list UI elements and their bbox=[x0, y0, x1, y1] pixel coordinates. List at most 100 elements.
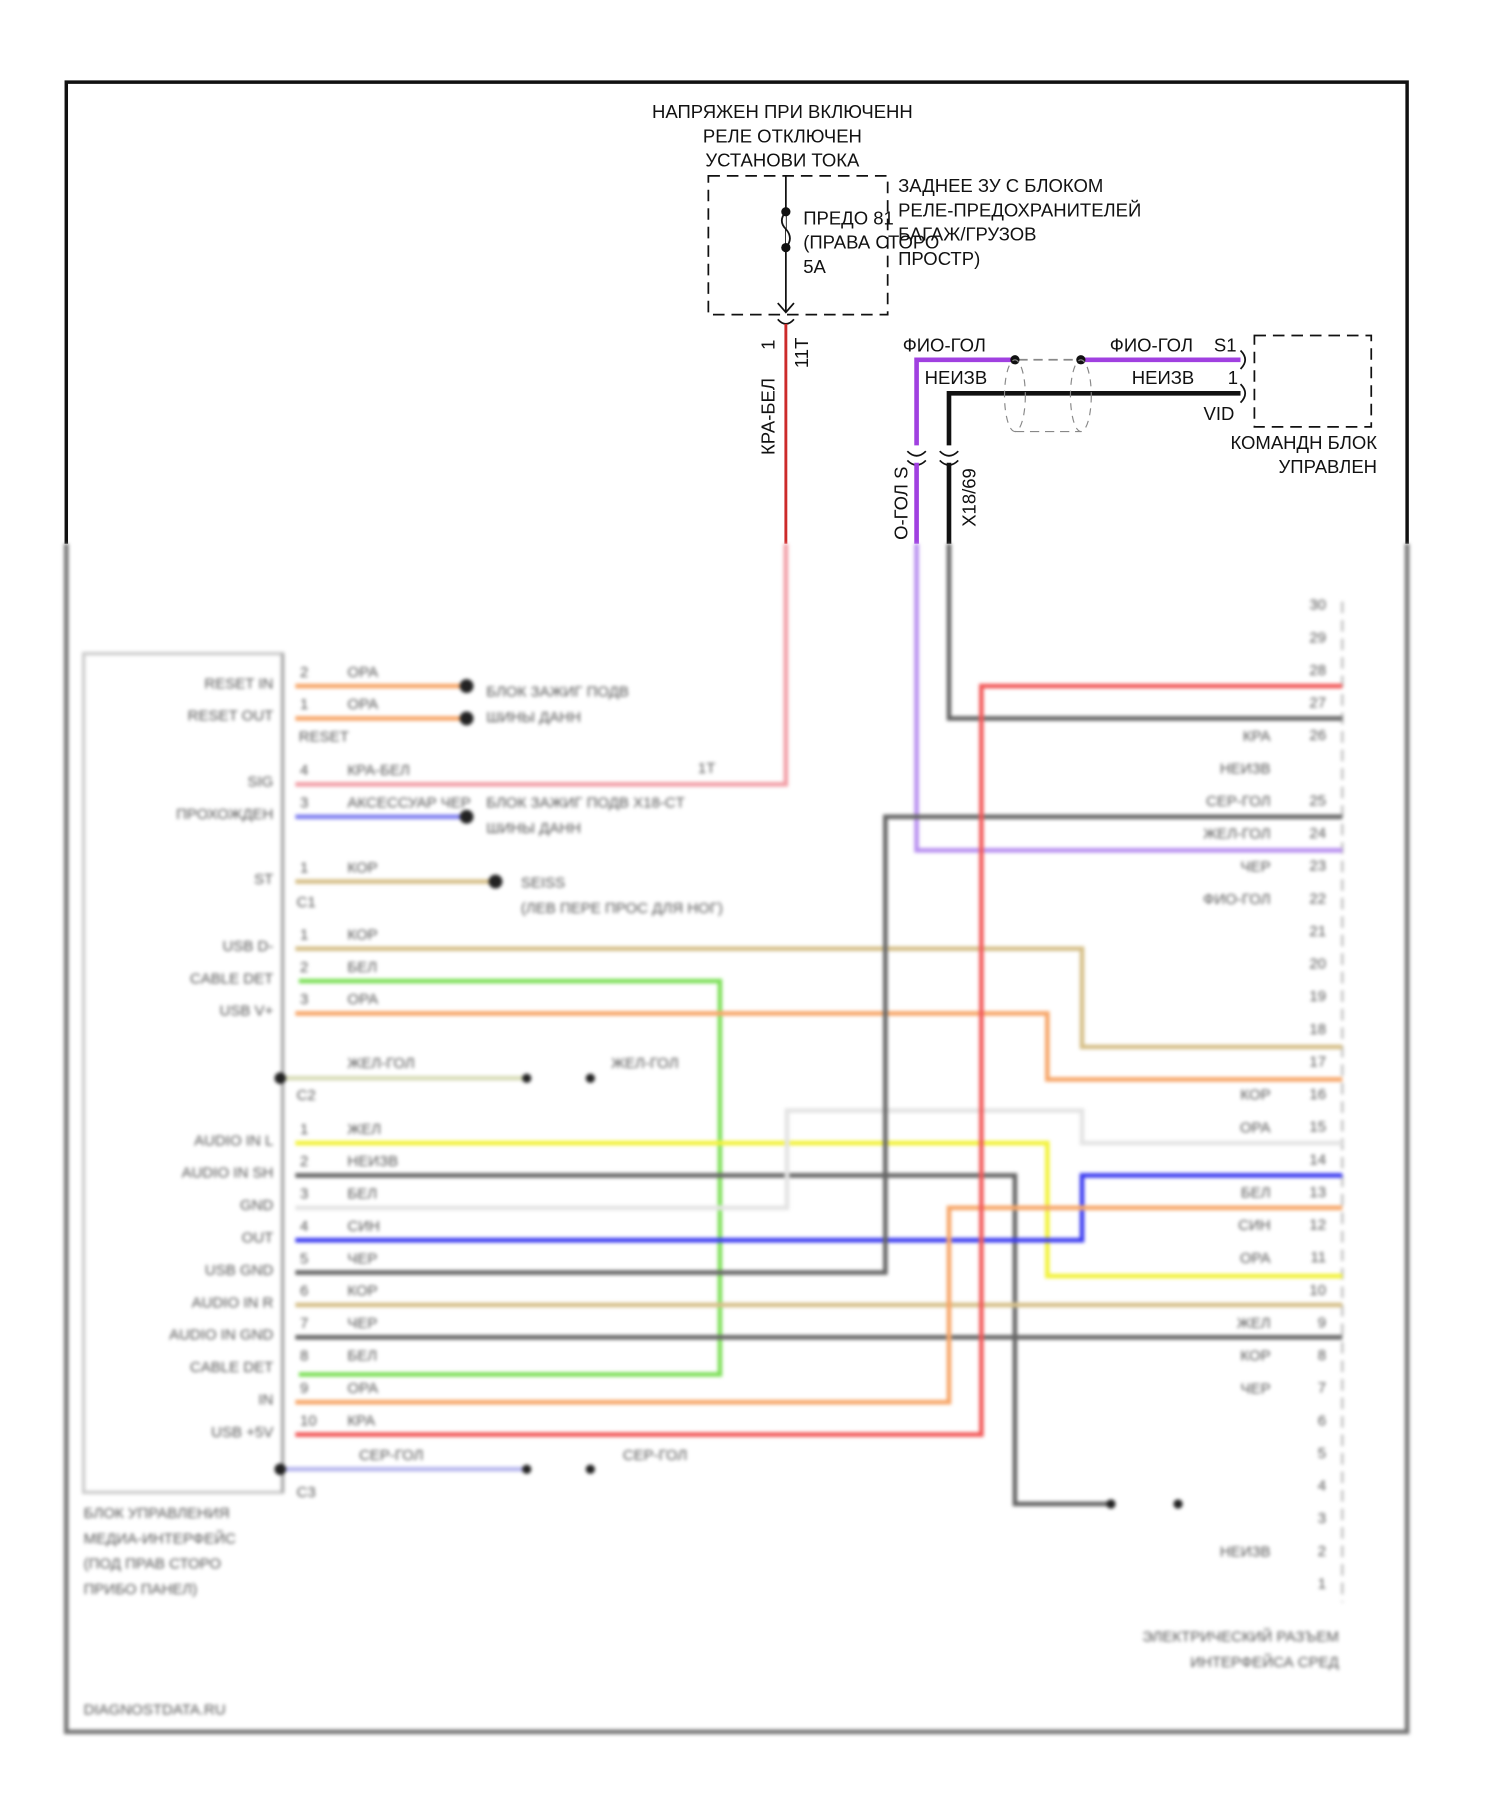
control-unit-title: КОМАНДН БЛОК bbox=[1230, 432, 1377, 453]
pin-name: USB D- bbox=[222, 938, 273, 955]
wire-color-label: ОРА bbox=[347, 991, 378, 1008]
pin-number: 14 bbox=[1309, 1151, 1326, 1168]
connector-icon bbox=[1239, 349, 1247, 404]
pin-name: RESET OUT bbox=[188, 708, 274, 725]
pin-number: 8 bbox=[300, 1348, 308, 1365]
wire-color-label: ЧЕР bbox=[347, 1250, 377, 1267]
pin-number: 3 bbox=[300, 795, 308, 812]
connector-group: RESET bbox=[299, 729, 349, 746]
fuse-label: ПРЕДО 81 bbox=[803, 207, 894, 228]
connector-id: C1 bbox=[297, 894, 316, 911]
wire-color-label: СЕР-ГОЛ bbox=[1206, 793, 1271, 810]
target-label: БЛОК ЗАЖИГ ПОДВ bbox=[486, 683, 629, 700]
pin-number: 7 bbox=[1318, 1380, 1326, 1397]
pin-name: AUDIO IN SH bbox=[182, 1165, 274, 1182]
arrow-icon bbox=[777, 302, 795, 314]
wire-color-label: ЧЕР bbox=[1241, 858, 1271, 875]
pin-name: CABLE DET bbox=[190, 970, 273, 987]
pin-number: 1 bbox=[300, 696, 308, 713]
pin-number: 1 bbox=[300, 1121, 308, 1138]
wire-color-label: БЕЛ bbox=[347, 959, 377, 976]
pin-number: 2 bbox=[1318, 1543, 1326, 1560]
pin-number: 1 bbox=[757, 340, 778, 350]
pin-number: 1 bbox=[300, 859, 308, 876]
header-line: РЕЛЕ ОТКЛЮЧЕН bbox=[703, 125, 862, 146]
pin-number: 29 bbox=[1309, 629, 1326, 646]
wire-color-label: ЖЕЛ bbox=[1237, 1315, 1271, 1332]
pin-number: 30 bbox=[1309, 597, 1326, 614]
pin-number: 1 bbox=[1318, 1575, 1326, 1592]
pin-number: 2 bbox=[300, 959, 308, 976]
pin-name: CABLE DET bbox=[190, 1359, 273, 1376]
fuse-box-title: ЗАДНЕЕ ЗУ С БЛОКОМ bbox=[898, 175, 1103, 196]
wire-color-label: КРА bbox=[347, 1412, 375, 1429]
media-unit-title: ПРИБО ПАНЕЛ) bbox=[84, 1581, 198, 1598]
target-label: БЛОК ЗАЖИГ ПОДВ X18-CT bbox=[486, 795, 685, 812]
right-pins: 302928КРА27НЕИЗВ26СЕР-ГОЛЖЕЛ-ГОЛ25ЧЕР24Ф… bbox=[1203, 597, 1326, 1593]
target-label: ШИНЫ ДАНН bbox=[486, 709, 581, 726]
pin-number: 21 bbox=[1309, 923, 1326, 940]
interface-connector-title: ЭЛЕКТРИЧЕСКИЙ РАЗЪЕМ bbox=[1142, 1628, 1339, 1646]
pin-number: 25 bbox=[1309, 792, 1326, 809]
wire-color-label: КОР bbox=[347, 1283, 377, 1300]
connector-icon bbox=[777, 318, 795, 325]
wire-color-label: ЖЕЛ bbox=[347, 1121, 381, 1138]
fuse-box-title: РЕЛЕ-ПРЕДОХРАНИТЕЛЕЙ bbox=[898, 199, 1141, 220]
pin-number: 23 bbox=[1309, 858, 1326, 875]
wire-color-label: КОР bbox=[347, 859, 377, 876]
pin-name: GND bbox=[240, 1197, 274, 1214]
fuse-label: (ПРАВА СТОРО bbox=[803, 232, 939, 253]
wire-color-label: КОР bbox=[347, 926, 377, 943]
pin-name: IN bbox=[258, 1391, 273, 1408]
pin-number: 5 bbox=[300, 1250, 308, 1267]
pin-number: 5 bbox=[1318, 1445, 1326, 1462]
wire-color-label: ОРА bbox=[347, 1380, 378, 1397]
pin-number: 6 bbox=[1318, 1412, 1326, 1429]
control-unit: ФИО-ГОЛ ФИО-ГОЛ S1 НЕИЗВ НЕИЗВ 1 VID КОМ… bbox=[890, 334, 1377, 544]
fuse-box: ПРЕДО 81 (ПРАВА СТОРО 5A ЗАДНЕЕ ЗУ С БЛО… bbox=[707, 174, 1141, 544]
pin-number: 26 bbox=[1309, 727, 1326, 744]
pin-number: 2 bbox=[300, 664, 308, 681]
pin-number: 10 bbox=[300, 1412, 317, 1429]
pin-number: 24 bbox=[1309, 825, 1326, 842]
wire-color-label: КОР bbox=[1240, 1348, 1270, 1365]
media-unit-title: (ПОД ПРАВ СТОРО bbox=[84, 1556, 221, 1573]
wire-color-label: ЖЕЛ-ГОЛ bbox=[347, 1055, 414, 1072]
wire-color-label: КРА-БЕЛ bbox=[347, 762, 410, 779]
pin-number: 13 bbox=[1309, 1184, 1326, 1201]
wire-color-label: ФИО-ГОЛ bbox=[1110, 335, 1193, 356]
control-unit-title: УПРАВЛЕН bbox=[1279, 456, 1377, 477]
wire-color-label: ОРА bbox=[347, 664, 378, 681]
pin-number: 1 bbox=[1228, 367, 1238, 388]
pin-name: SIG bbox=[247, 774, 273, 791]
fuse-box-title: ПРОСТР) bbox=[898, 248, 980, 269]
pin-number: 6 bbox=[300, 1283, 308, 1300]
pin-number: 1 bbox=[300, 926, 308, 943]
connector-id: 1Т bbox=[698, 760, 716, 777]
pin-number: 3 bbox=[300, 991, 308, 1008]
interface-connector-title: ИНТЕРФЕЙСА СРЕД bbox=[1190, 1653, 1339, 1671]
pin-name: AUDIO IN L bbox=[194, 1132, 273, 1149]
pin-number: S1 bbox=[1214, 335, 1237, 356]
wire-color-label: НЕИЗВ bbox=[925, 367, 988, 388]
pin-number: 11 bbox=[1311, 1249, 1327, 1266]
connector-id: C2 bbox=[297, 1087, 316, 1104]
pin-name: AUDIO IN R bbox=[192, 1294, 274, 1311]
power-condition-label: НАПРЯЖЕН ПРИ ВКЛЮЧЕНН РЕЛЕ ОТКЛЮЧЕН УСТА… bbox=[652, 101, 913, 171]
connector-id: О-ГОЛ S bbox=[890, 467, 911, 540]
target-label: SEISS bbox=[521, 874, 565, 891]
pin-number: 16 bbox=[1309, 1086, 1326, 1103]
media-unit-title: БЛОК УПРАВЛЕНИЯ bbox=[84, 1505, 230, 1522]
pin-number: 7 bbox=[300, 1315, 308, 1332]
lower-diagram: RESET IN 2 ОРА RESET OUT 1 ОРА SIG 4 КРА-БЕЛ ПРОХ… bbox=[63, 543, 1410, 1735]
header-line: УСТАНОВИ ТОКА bbox=[705, 150, 860, 171]
wire-violet-blue bbox=[914, 357, 1241, 446]
wire-color-label: КРА bbox=[1243, 728, 1271, 745]
pin-number: 28 bbox=[1309, 662, 1326, 679]
media-unit-title: МЕДИА-ИНТЕРФЕЙС bbox=[84, 1529, 236, 1547]
pin-number: 2 bbox=[300, 1153, 308, 1170]
wire-color-label: НЕИЗВ bbox=[347, 1153, 398, 1170]
pin-number: 4 bbox=[300, 1218, 308, 1235]
pin-name: USB GND bbox=[205, 1262, 274, 1279]
